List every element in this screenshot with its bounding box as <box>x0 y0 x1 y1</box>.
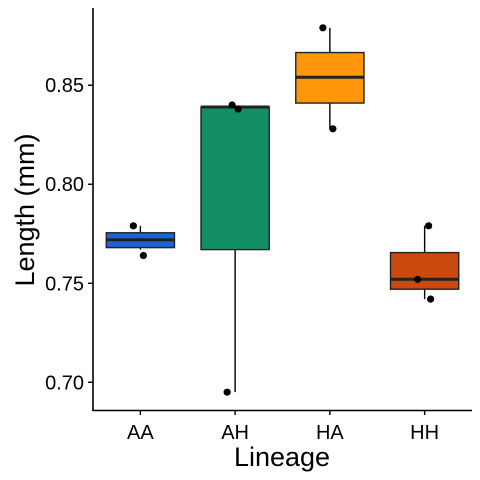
y-tick-label: 0.70 <box>45 372 84 394</box>
y-tick-label: 0.75 <box>45 273 84 295</box>
data-point <box>414 275 422 283</box>
data-point <box>139 251 147 260</box>
x-axis-title: Lineage <box>234 442 330 472</box>
data-point <box>329 125 337 133</box>
data-point <box>223 388 231 396</box>
x-tick-label: AA <box>127 422 154 444</box>
data-point <box>234 105 242 113</box>
box-aa <box>105 225 176 250</box>
y-tick-label: 0.80 <box>45 174 84 196</box>
points-layer <box>129 24 435 396</box>
data-point <box>228 101 236 109</box>
x-tick-label: HH <box>410 422 439 444</box>
box-body <box>200 106 270 251</box>
data-point <box>425 222 433 230</box>
box-body <box>389 251 460 290</box>
x-axis-ticks: AA AH HA HH <box>127 410 439 444</box>
y-axis-title: Length (mm) <box>10 133 40 286</box>
box-ah <box>200 105 270 393</box>
y-axis-ticks: 0.70 0.75 0.80 0.85 <box>45 75 93 394</box>
x-tick-label: AH <box>221 422 249 444</box>
x-tick-label: HA <box>316 422 344 444</box>
y-tick-label: 0.85 <box>45 75 84 97</box>
box-hh <box>389 225 460 300</box>
boxes-layer <box>105 27 460 393</box>
data-point <box>427 295 435 303</box>
data-point <box>129 222 137 230</box>
data-point <box>319 24 327 32</box>
box-ha <box>295 27 365 129</box>
